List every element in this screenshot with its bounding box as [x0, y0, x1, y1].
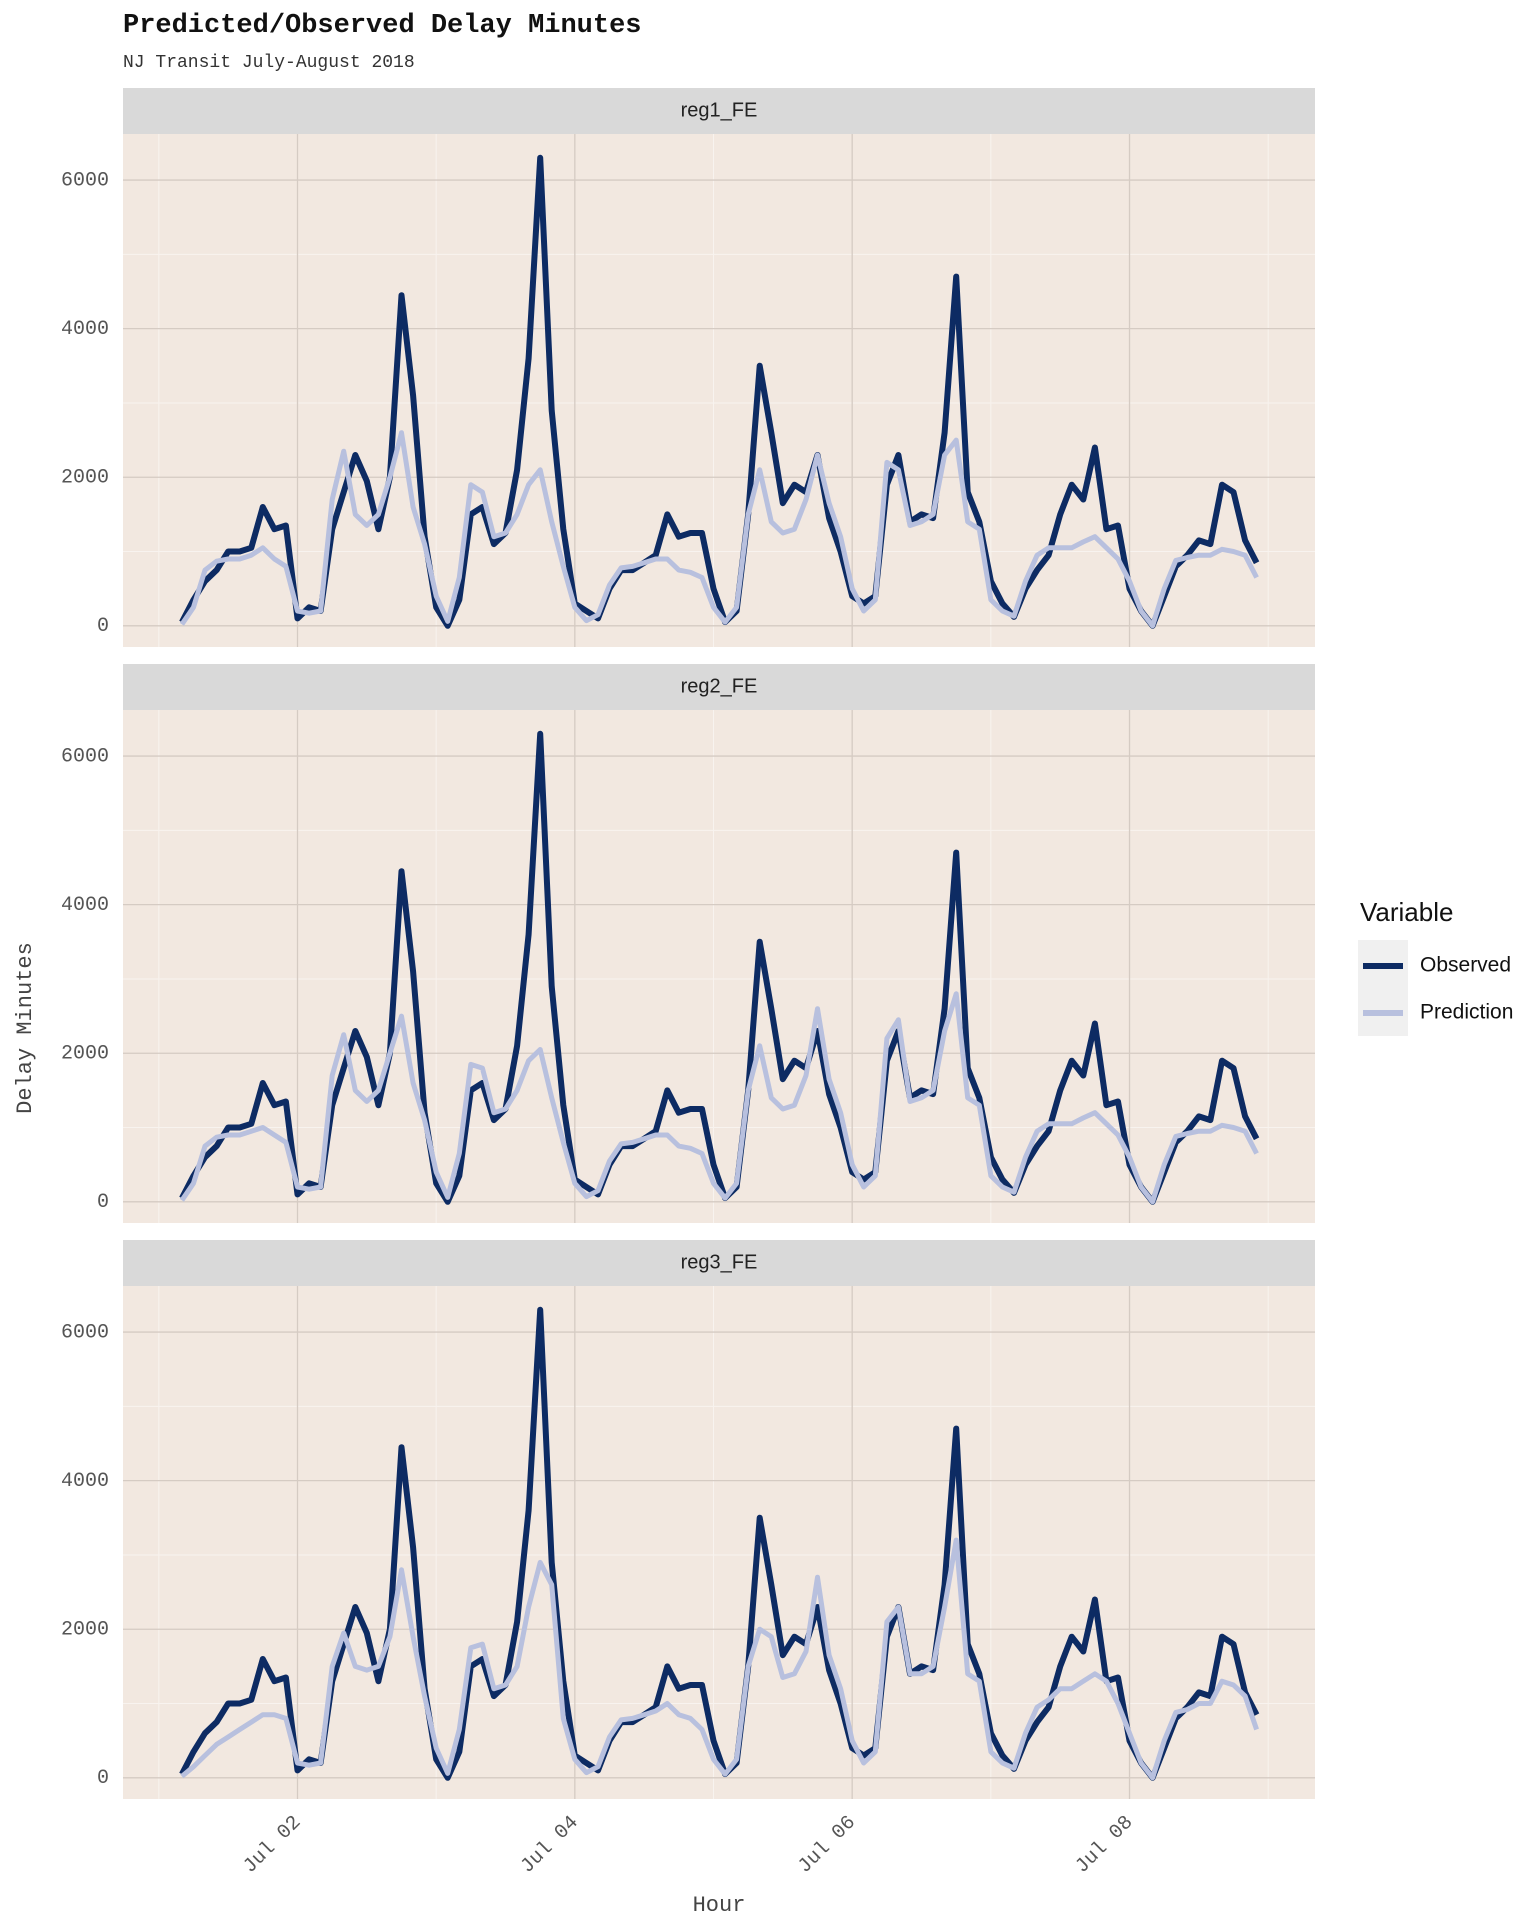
- plot-background: [123, 710, 1315, 1223]
- series-line: [179, 154, 1260, 629]
- strip-label: reg3_FE: [681, 1251, 758, 1273]
- series-line: [180, 1537, 1259, 1781]
- x-axis-label: Hour: [693, 1893, 746, 1918]
- x-tick-label: Jul 06: [794, 1811, 861, 1878]
- y-tick-label: 2000: [61, 467, 109, 490]
- strip-label: reg2_FE: [681, 675, 758, 697]
- y-axis-label: Delay Minutes: [13, 942, 38, 1114]
- strip-label: reg1_FE: [681, 99, 758, 121]
- y-tick-label: 4000: [61, 318, 109, 341]
- y-tick-label: 2000: [61, 1043, 109, 1066]
- y-tick-label: 0: [97, 1767, 109, 1790]
- y-tick-label: 4000: [61, 1470, 109, 1493]
- legend-background: [1358, 940, 1408, 1036]
- x-tick-label: Jul 04: [516, 1811, 583, 1878]
- y-tick-label: 4000: [61, 894, 109, 917]
- y-tick-label: 6000: [61, 169, 109, 192]
- series-line: [179, 991, 1259, 1205]
- legend-label: Observed: [1420, 954, 1511, 977]
- strip: [123, 664, 1315, 710]
- chart-title: Predicted/Observed Delay Minutes: [123, 11, 641, 41]
- y-tick-label: 2000: [61, 1619, 109, 1642]
- series-line: [179, 730, 1260, 1205]
- y-tick-label: 6000: [61, 745, 109, 768]
- series-line: [179, 430, 1259, 629]
- plot-background: [123, 134, 1315, 647]
- y-tick-label: 0: [97, 1191, 109, 1214]
- plot-background: [123, 1286, 1315, 1799]
- legend-title: Variable: [1360, 897, 1453, 927]
- y-tick-label: 0: [97, 615, 109, 638]
- legend-label: Prediction: [1420, 1001, 1513, 1024]
- y-tick-label: 6000: [61, 1321, 109, 1344]
- strip: [123, 1240, 1315, 1286]
- x-tick-label: Jul 08: [1071, 1811, 1138, 1878]
- x-tick-label: Jul 02: [239, 1811, 306, 1878]
- series-line: [179, 1306, 1260, 1781]
- strip: [123, 88, 1315, 134]
- chart-subtitle: NJ Transit July-August 2018: [123, 53, 415, 73]
